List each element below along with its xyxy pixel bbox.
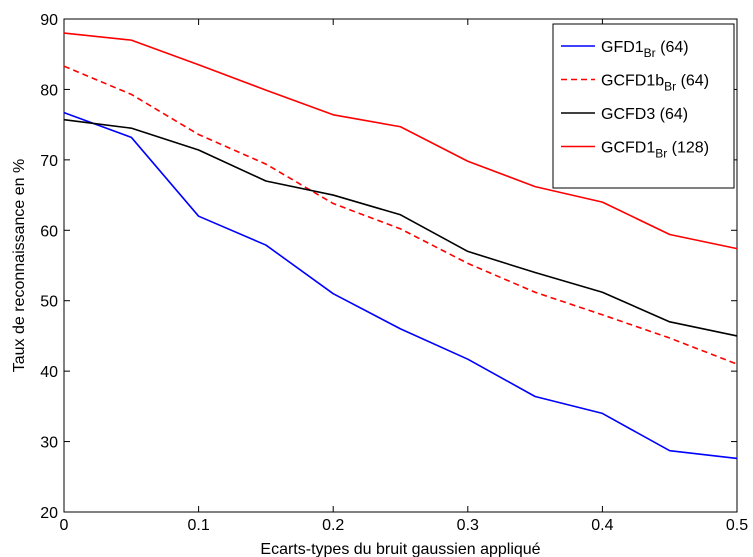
legend-subscript: Br [644, 46, 656, 60]
legend-label-1: GFD1Br (64) [601, 39, 689, 60]
x-axis-label: Ecarts-types du bruit gaussien appliqué [260, 541, 540, 557]
y-tick-label: 30 [40, 435, 58, 452]
legend-name: GCFD3 [601, 106, 655, 123]
x-tick-label: 0.2 [322, 517, 344, 534]
x-tick-label: 0.1 [187, 517, 209, 534]
x-tick-label: 0.4 [591, 517, 613, 534]
legend: GFD1Br (64)GCFD1bBr (64)GCFD3 (64)GCFD1B… [552, 23, 735, 189]
y-tick-label: 60 [40, 223, 58, 240]
legend-suffix: (128) [667, 140, 709, 157]
legend-label-3: GCFD3 (64) [601, 106, 688, 123]
series-layer [63, 32, 738, 460]
y-tick-label: 50 [40, 294, 58, 311]
y-tick-label: 40 [40, 364, 58, 381]
axis-ticks: 0 0.1 0.2 0.3 0.4 0.5 20 30 40 50 60 70 80 90 [40, 12, 748, 534]
legend-suffix: (64) [655, 106, 688, 123]
legend-suffix: (64) [676, 73, 709, 90]
legend-label-4: GCFD1Br (128) [601, 140, 709, 161]
legend-suffix: (64) [656, 39, 689, 56]
legend-box [552, 23, 735, 189]
y-tick-label: 70 [40, 153, 58, 170]
series-line-3 [63, 118, 738, 337]
series-line-1 [63, 111, 738, 460]
x-tick-label: 0.3 [457, 517, 479, 534]
x-tick-label: 0 [60, 517, 69, 534]
legend-name: GCFD1b [601, 73, 664, 90]
series-line-2 [63, 65, 738, 365]
legend-name: GCFD1 [601, 140, 655, 157]
legend-name: GFD1 [601, 39, 644, 56]
legend-subscript: Br [664, 80, 676, 94]
y-axis-label: Taux de reconnaissance en % [11, 159, 28, 372]
y-tick-label: 80 [40, 82, 58, 99]
legend-label-2: GCFD1bBr (64) [601, 73, 709, 94]
x-tick-label: 0.5 [726, 517, 748, 534]
series-line-4 [63, 32, 738, 250]
y-tick-label: 90 [40, 12, 58, 29]
y-tick-label: 20 [40, 505, 58, 522]
legend-subscript: Br [655, 147, 667, 161]
